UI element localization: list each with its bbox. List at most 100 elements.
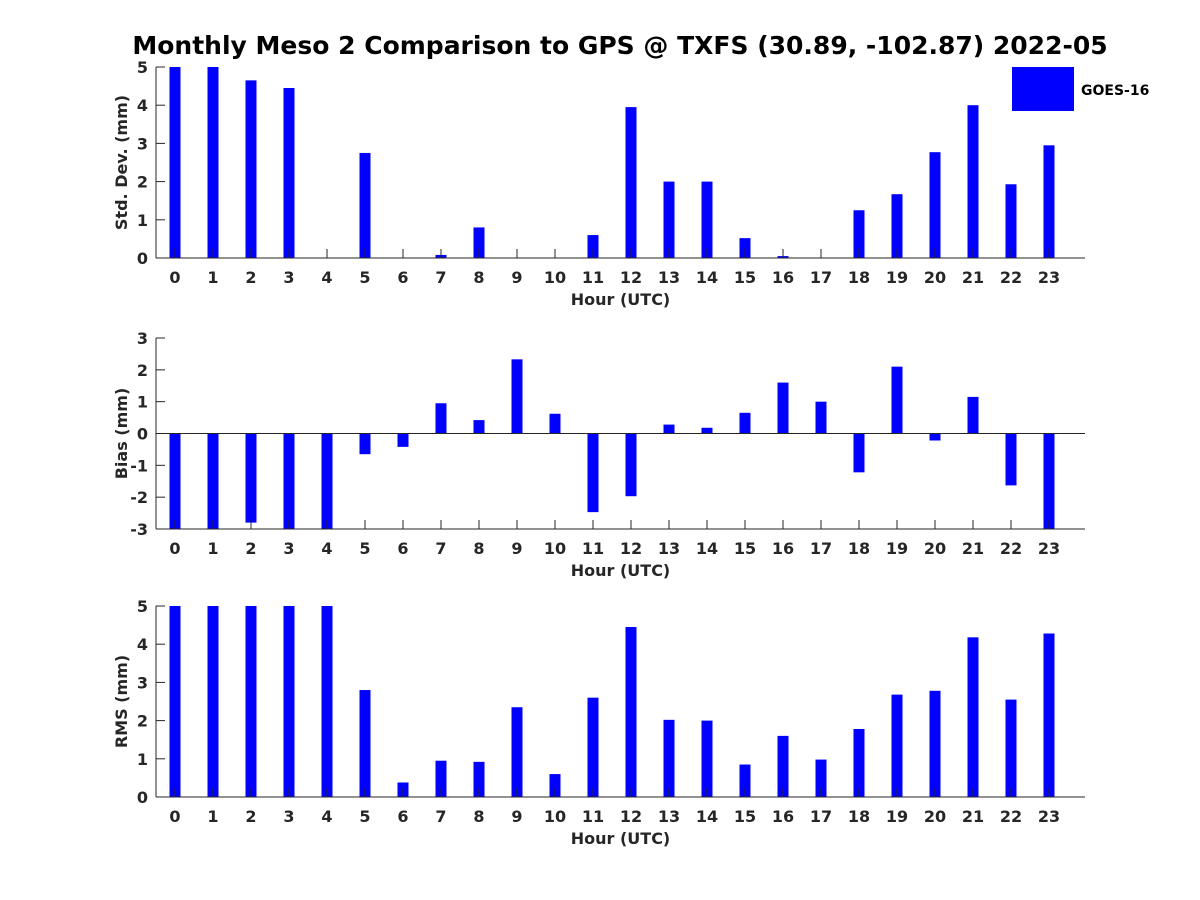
rms-y-axis-label: RMS (mm) [112, 655, 131, 748]
std-dev-bar-hour-3 [283, 88, 295, 258]
rms-x-tick-label: 20 [924, 807, 946, 826]
legend: GOES-16 [1012, 67, 1149, 111]
rms-bar-hour-7 [435, 760, 447, 797]
rms-bar-hour-21 [967, 637, 979, 797]
std-dev-x-tick-label: 2 [245, 268, 256, 287]
std-dev-bar-hour-5 [359, 152, 371, 258]
bias-x-tick-label: 14 [696, 539, 718, 558]
rms-x-tick-label: 0 [169, 807, 180, 826]
rms-bar-hour-23 [1043, 633, 1055, 797]
rms-x-tick-label: 18 [848, 807, 870, 826]
chart-title: Monthly Meso 2 Comparison to GPS @ TXFS … [132, 31, 1107, 60]
bias-x-tick-label: 1 [207, 539, 218, 558]
std-dev-bar-hour-0 [169, 67, 181, 258]
rms-y-tick-label: 5 [137, 597, 148, 616]
bias-x-tick-label: 18 [848, 539, 870, 558]
std-dev-x-tick-label: 14 [696, 268, 718, 287]
rms-bar-hour-2 [245, 606, 257, 797]
bias-x-tick-label: 13 [658, 539, 680, 558]
bias-bar-hour-18 [853, 433, 865, 473]
std-dev-y-tick-label: 4 [137, 96, 148, 115]
bias-y-tick-label: 3 [137, 329, 148, 348]
bias-x-tick-label: 20 [924, 539, 946, 558]
std-dev-x-tick-label: 11 [582, 268, 604, 287]
bias-bar-hour-8 [473, 420, 485, 434]
rms-bar-hour-5 [359, 690, 371, 797]
bias-bar-hour-16 [777, 382, 789, 434]
bias-bar-hour-10 [549, 413, 561, 434]
rms-bar-hour-20 [929, 690, 941, 797]
bias-x-tick-label: 5 [359, 539, 370, 558]
std-dev-y-tick-label: 1 [137, 211, 148, 230]
bias-x-tick-label: 16 [772, 539, 794, 558]
bias-x-tick-label: 21 [962, 539, 984, 558]
rms-bar-hour-19 [891, 694, 903, 797]
std-dev-bar-hour-14 [701, 181, 713, 258]
bias-x-tick-label: 8 [473, 539, 484, 558]
bias-bar-hour-0 [169, 433, 181, 529]
bias-bar-hour-9 [511, 359, 523, 434]
rms-bar-hour-9 [511, 707, 523, 797]
std-dev-y-tick-label: 0 [137, 249, 148, 268]
rms-bar-hour-12 [625, 627, 637, 797]
std-dev-bar-hour-1 [207, 67, 219, 258]
std-dev-bar-hour-18 [853, 210, 865, 258]
bias-bar-hour-7 [435, 403, 447, 434]
bias-bar-hour-2 [245, 433, 257, 523]
rms-x-tick-label: 13 [658, 807, 680, 826]
std-dev-bar-hour-22 [1005, 184, 1017, 258]
std-dev-x-tick-label: 23 [1038, 268, 1060, 287]
std-dev-x-tick-label: 0 [169, 268, 180, 287]
bias-x-tick-label: 15 [734, 539, 756, 558]
bias-x-tick-label: 17 [810, 539, 832, 558]
std-dev-x-tick-label: 7 [435, 268, 446, 287]
std-dev-x-tick-label: 16 [772, 268, 794, 287]
rms-x-tick-label: 9 [511, 807, 522, 826]
legend-label: GOES-16 [1081, 83, 1149, 99]
rms-bar-hour-3 [283, 606, 295, 797]
rms-x-tick-label: 16 [772, 807, 794, 826]
bias-y-tick-label: 2 [137, 361, 148, 380]
rms-y-tick-label: 3 [137, 673, 148, 692]
std-dev-x-tick-label: 10 [544, 268, 566, 287]
rms-x-tick-label: 19 [886, 807, 908, 826]
std-dev-x-tick-label: 22 [1000, 268, 1022, 287]
rms-x-tick-label: 12 [620, 807, 642, 826]
bias-bar-hour-15 [739, 412, 751, 434]
rms-x-tick-label: 3 [283, 807, 294, 826]
bias-x-tick-label: 22 [1000, 539, 1022, 558]
legend-swatch [1012, 67, 1074, 111]
rms-x-tick-label: 11 [582, 807, 604, 826]
bias-bar-hour-20 [929, 433, 941, 441]
rms-y-tick-label: 2 [137, 712, 148, 731]
rms-y-tick-label: 4 [137, 635, 148, 654]
std-dev-x-tick-label: 15 [734, 268, 756, 287]
rms-x-tick-label: 2 [245, 807, 256, 826]
std-dev-bar-hour-15 [739, 238, 751, 258]
bias-bar-hour-22 [1005, 433, 1017, 486]
bias-y-tick-label: -2 [130, 488, 148, 507]
rms-x-tick-label: 5 [359, 807, 370, 826]
bias-x-tick-label: 23 [1038, 539, 1060, 558]
std-dev-y-axis-label: Std. Dev. (mm) [112, 95, 131, 230]
bias-bar-hour-3 [283, 433, 295, 529]
rms-bar-hour-8 [473, 761, 485, 797]
bias-x-tick-label: 6 [397, 539, 408, 558]
std-dev-x-tick-label: 5 [359, 268, 370, 287]
bias-y-tick-label: -3 [130, 520, 148, 539]
std-dev-bar-hour-23 [1043, 145, 1055, 258]
rms-x-tick-label: 6 [397, 807, 408, 826]
bias-x-tick-label: 2 [245, 539, 256, 558]
bias-x-tick-label: 3 [283, 539, 294, 558]
rms-x-axis-label: Hour (UTC) [571, 829, 671, 848]
std-dev-y-tick-label: 5 [137, 58, 148, 77]
rms-x-tick-label: 17 [810, 807, 832, 826]
bias-x-tick-label: 0 [169, 539, 180, 558]
bias-x-tick-label: 10 [544, 539, 566, 558]
std-dev-bar-hour-2 [245, 80, 257, 259]
std-dev-x-tick-label: 20 [924, 268, 946, 287]
std-dev-x-tick-label: 4 [321, 268, 332, 287]
